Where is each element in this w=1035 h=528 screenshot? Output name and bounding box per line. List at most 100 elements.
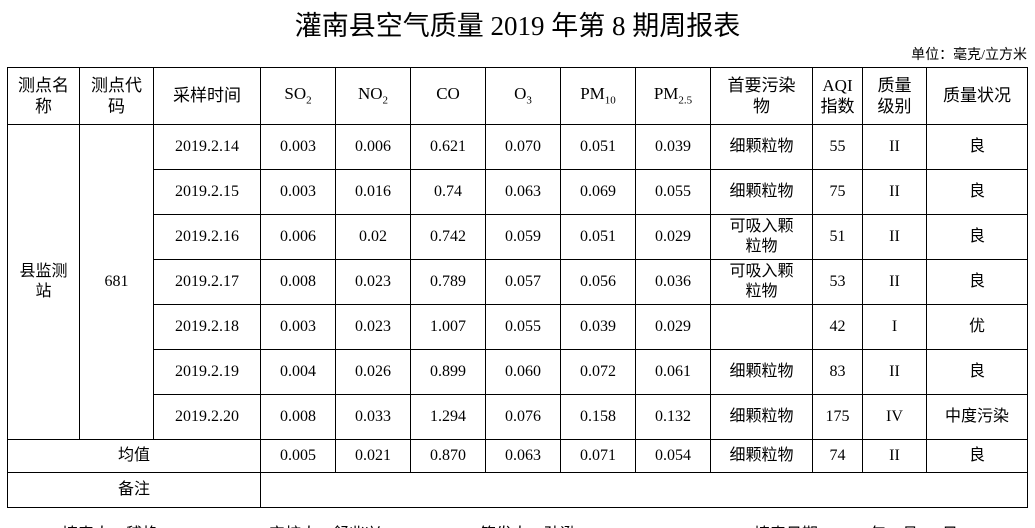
- level-cell: IV: [862, 394, 927, 440]
- no2-cell: 0.006: [335, 124, 411, 170]
- header-text: O: [514, 84, 527, 104]
- date-cell: 2019.2.20: [153, 394, 261, 440]
- so2-cell: 0.005: [260, 439, 336, 473]
- header-subscript: 2: [382, 94, 389, 107]
- pm25-cell: 0.061: [635, 349, 711, 395]
- col-header-sample-time: 采样时间: [153, 67, 261, 125]
- header-subscript: 2: [306, 94, 312, 107]
- so2-cell: 0.003: [260, 304, 336, 350]
- issuer-label: 签发人：孙逊: [480, 526, 576, 528]
- aqi-cell: 83: [812, 349, 863, 395]
- pm25-cell: 0.029: [635, 304, 711, 350]
- header-text: 测点名称: [17, 75, 69, 116]
- no2-cell: 0.021: [335, 439, 411, 473]
- header-text: 测点代码: [90, 75, 142, 116]
- header-text: 首要污染物: [727, 75, 796, 116]
- header-row: 测点名称 测点代码 采样时间 SO2 NO2 CO O3 PM10 PM2.5 …: [7, 67, 1028, 125]
- pollutant-cell: 可吸入颗粒物: [710, 214, 813, 260]
- date-cell: 2019.2.14: [153, 124, 261, 170]
- pollutant-cell: 可吸入颗粒物: [710, 259, 813, 305]
- pm10-cell: 0.072: [560, 349, 636, 395]
- so2-cell: 0.004: [260, 349, 336, 395]
- o3-cell: 0.063: [485, 439, 561, 473]
- preparer-label: 填表人：嵇艳: [62, 526, 158, 528]
- no2-cell: 0.02: [335, 214, 411, 260]
- co-cell: 1.007: [410, 304, 486, 350]
- col-header-so2: SO2: [260, 67, 336, 125]
- pm10-cell: 0.039: [560, 304, 636, 350]
- pollutant-cell: 细颗粒物: [710, 169, 813, 215]
- mean-row: 均值 0.005 0.021 0.870 0.063 0.071 0.054 细…: [7, 439, 1028, 473]
- pollutant-cell: 细颗粒物: [710, 124, 813, 170]
- pollutant-text: 细颗粒物: [729, 138, 794, 155]
- col-header-level: 质量级别: [862, 67, 927, 125]
- aqi-cell: 53: [812, 259, 863, 305]
- status-cell: 良: [926, 439, 1028, 473]
- o3-cell: 0.059: [485, 214, 561, 260]
- station-name-text: 县监测站: [19, 263, 68, 300]
- status-cell: 优: [926, 304, 1028, 350]
- status-cell: 中度污染: [926, 394, 1028, 440]
- no2-cell: 0.026: [335, 349, 411, 395]
- col-header-o3: O3: [485, 67, 561, 125]
- remarks-row: 备注: [7, 472, 1028, 508]
- col-header-aqi: AQI指数: [812, 67, 863, 125]
- co-cell: 0.789: [410, 259, 486, 305]
- pm10-cell: 0.056: [560, 259, 636, 305]
- so2-cell: 0.003: [260, 124, 336, 170]
- header-subscript: 10: [604, 94, 616, 107]
- table-row: 2019.2.16 0.006 0.02 0.742 0.059 0.051 0…: [8, 214, 1028, 260]
- co-cell: 0.621: [410, 124, 486, 170]
- date-cell: 2019.2.17: [153, 259, 261, 305]
- pollutant-text: 细颗粒物: [729, 447, 794, 464]
- level-cell: II: [862, 169, 927, 215]
- level-cell: II: [862, 439, 927, 473]
- pm25-cell: 0.055: [635, 169, 711, 215]
- pollutant-text: 可吸入颗粒物: [729, 218, 794, 255]
- no2-cell: 0.033: [335, 394, 411, 440]
- pm10-cell: 0.051: [560, 214, 636, 260]
- aqi-cell: 75: [812, 169, 863, 215]
- pollutant-text: 细颗粒物: [729, 183, 794, 200]
- col-header-co: CO: [410, 67, 486, 125]
- status-cell: 良: [926, 214, 1028, 260]
- date-cell: 2019.2.15: [153, 169, 261, 215]
- status-cell: 良: [926, 124, 1028, 170]
- header-text: NO: [357, 84, 383, 104]
- co-cell: 0.74: [410, 169, 486, 215]
- pm25-cell: 0.054: [635, 439, 711, 473]
- table-row: 2019.2.18 0.003 0.023 1.007 0.055 0.039 …: [8, 304, 1028, 350]
- mean-label-cell: 均值: [7, 439, 261, 473]
- pm10-cell: 0.158: [560, 394, 636, 440]
- col-header-station-name: 测点名称: [7, 67, 80, 125]
- o3-cell: 0.057: [485, 259, 561, 305]
- no2-cell: 0.023: [335, 259, 411, 305]
- o3-cell: 0.060: [485, 349, 561, 395]
- date-cell: 2019.2.19: [153, 349, 261, 395]
- col-header-pm25: PM2.5: [635, 67, 711, 125]
- fill-date-label: 填表日期：2019 年 2 月 21 日: [754, 526, 958, 528]
- pm10-cell: 0.051: [560, 124, 636, 170]
- col-header-primary-pollutant: 首要污染物: [710, 67, 813, 125]
- pollutant-text: 可吸入颗粒物: [729, 263, 794, 300]
- o3-cell: 0.070: [485, 124, 561, 170]
- o3-cell: 0.076: [485, 394, 561, 440]
- no2-cell: 0.016: [335, 169, 411, 215]
- level-cell: II: [862, 124, 927, 170]
- level-cell: II: [862, 259, 927, 305]
- col-header-no2: NO2: [335, 67, 411, 125]
- so2-cell: 0.008: [260, 259, 336, 305]
- no2-cell: 0.023: [335, 304, 411, 350]
- status-cell: 良: [926, 259, 1028, 305]
- pollutant-cell: 细颗粒物: [710, 349, 813, 395]
- pm10-cell: 0.069: [560, 169, 636, 215]
- header-subscript: 3: [526, 94, 532, 107]
- footer: 填表人：嵇艳 审核人：舒兆兴 签发人：孙逊 填表日期：2019 年 2 月 21…: [0, 520, 1035, 528]
- header-text: AQI指数: [820, 75, 855, 116]
- header-text: PM: [653, 84, 679, 104]
- o3-cell: 0.055: [485, 304, 561, 350]
- level-cell: II: [862, 214, 927, 260]
- pm10-cell: 0.071: [560, 439, 636, 473]
- table-row: 2019.2.19 0.004 0.026 0.899 0.060 0.072 …: [8, 349, 1028, 395]
